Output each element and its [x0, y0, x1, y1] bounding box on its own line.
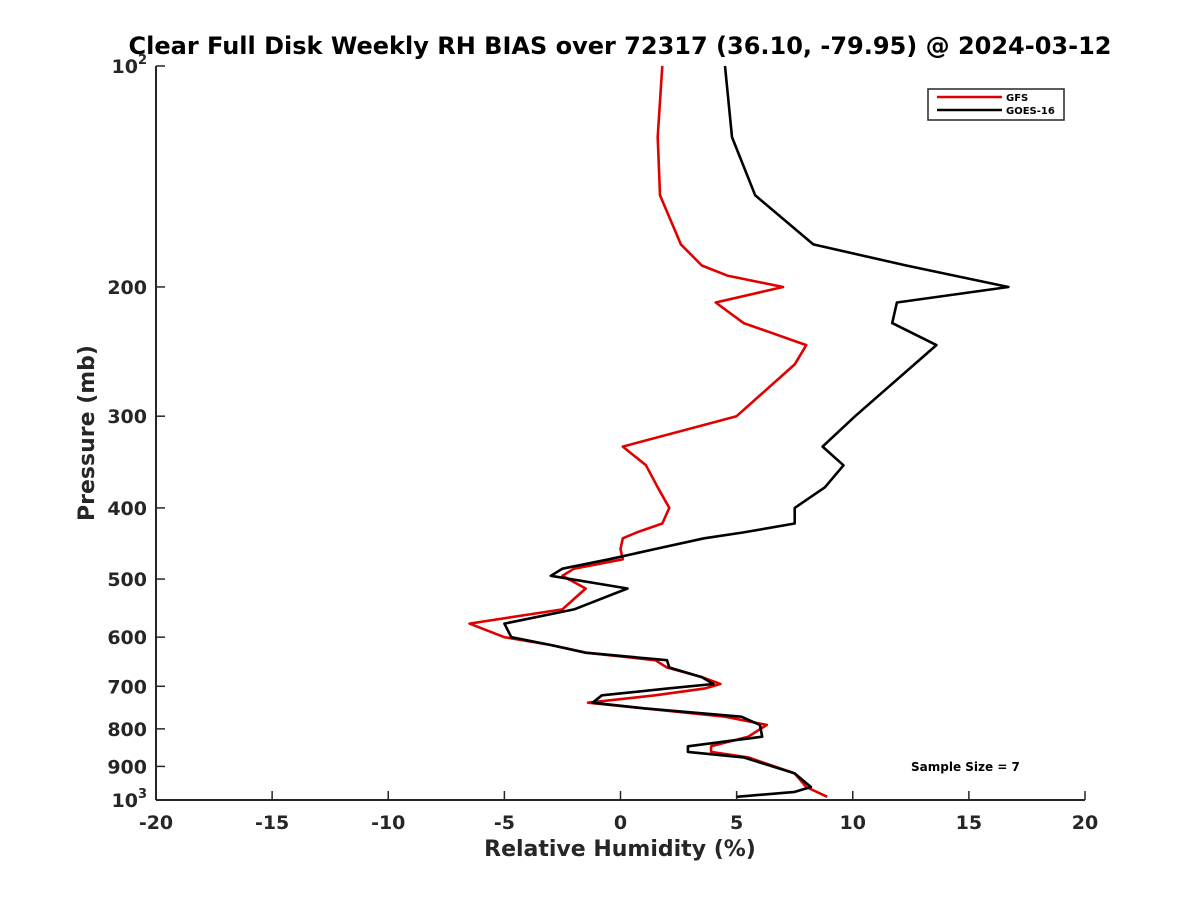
- series-line-goes-16: [503, 65, 1010, 799]
- sample-size-annotation: Sample Size = 7: [911, 760, 1020, 774]
- y-tick-base: 200: [107, 277, 147, 299]
- series-layer: [468, 65, 1010, 799]
- y-tick-base: 900: [107, 756, 147, 778]
- y-tick-base: 400: [107, 498, 147, 520]
- chart-title: Clear Full Disk Weekly RH BIAS over 7231…: [129, 32, 1112, 60]
- x-tick-label: 0: [614, 812, 627, 834]
- x-tick-label: 20: [1072, 812, 1098, 834]
- x-tick-label: -15: [255, 812, 289, 834]
- y-tick-label: 500: [107, 569, 147, 591]
- plot-background: [156, 66, 1085, 800]
- y-tick-label: 700: [107, 676, 147, 698]
- y-tick-label: 900: [107, 756, 147, 778]
- y-tick-base: 700: [107, 676, 147, 698]
- series-line-gfs: [468, 65, 828, 798]
- y-tick-label: 600: [107, 627, 147, 649]
- y-tick-label: 103: [112, 787, 148, 812]
- legend-label: GFS: [1006, 93, 1028, 104]
- x-tick-label: -5: [494, 812, 515, 834]
- y-tick-label: 800: [107, 719, 147, 741]
- y-tick-base: 10: [112, 56, 138, 78]
- x-axis-label: Relative Humidity (%): [484, 837, 756, 862]
- x-tick-label: -10: [371, 812, 405, 834]
- y-tick-label: 102: [112, 53, 148, 78]
- y-tick-base: 800: [107, 719, 147, 741]
- x-tick-label: 10: [840, 812, 866, 834]
- y-axis-label: Pressure (mb): [75, 345, 100, 521]
- y-tick-exponent: 3: [138, 787, 147, 802]
- y-tick-base: 500: [107, 569, 147, 591]
- x-ticks: -20 -15 -10 -5 0 5 10 15 20: [139, 791, 1098, 834]
- y-tick-base: 600: [107, 627, 147, 649]
- y-tick-label: 300: [107, 406, 147, 428]
- x-tick-label: -20: [139, 812, 173, 834]
- x-tick-label: 5: [730, 812, 743, 834]
- legend-entries: GFS GOES-16: [937, 93, 1055, 117]
- y-tick-base: 10: [112, 790, 138, 812]
- y-tick-exponent: 2: [138, 53, 147, 68]
- y-tick-label: 400: [107, 498, 147, 520]
- y-tick-label: 200: [107, 277, 147, 299]
- plot-area: -20 -15 -10 -5 0 5 10 15 20 10220030040050060070…: [107, 53, 1098, 834]
- y-tick-base: 300: [107, 406, 147, 428]
- legend-box: [927, 88, 1065, 121]
- legend-label: GOES-16: [1006, 106, 1055, 117]
- legend: GFS GOES-16: [927, 88, 1065, 121]
- x-tick-label: 15: [956, 812, 982, 834]
